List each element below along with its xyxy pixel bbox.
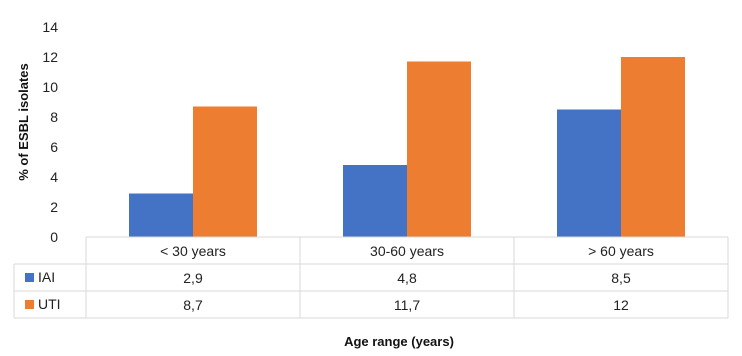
bar-uti-0 (193, 106, 257, 237)
y-axis-label: % of ESBL isolates (16, 63, 31, 181)
y-tick-label: 10 (42, 79, 58, 95)
y-tick-label: 2 (50, 199, 58, 215)
legend-key-iai (25, 273, 34, 282)
category-label: < 30 years (160, 243, 226, 259)
bar-iai-1 (343, 165, 407, 237)
y-tick-label: 0 (50, 229, 58, 245)
legend-label-iai: IAI (38, 269, 55, 285)
table-value: 8,7 (183, 297, 203, 313)
y-tick-label: 8 (50, 109, 58, 125)
y-tick-label: 4 (50, 169, 58, 185)
table-value: 11,7 (394, 297, 420, 313)
bar-iai-0 (129, 193, 193, 237)
table-value: 12 (613, 297, 629, 313)
bar-uti-2 (621, 57, 685, 237)
category-label: 30-60 years (370, 243, 444, 259)
legend-key-uti (25, 300, 34, 309)
table-value: 8,5 (611, 270, 631, 286)
bar-iai-2 (557, 109, 621, 237)
table-value: 4,8 (397, 270, 417, 286)
table-value: 2,9 (183, 270, 203, 286)
y-tick-label: 14 (42, 19, 58, 35)
y-tick-label: 6 (50, 139, 58, 155)
category-label: > 60 years (588, 243, 654, 259)
y-tick-label: 12 (42, 49, 58, 65)
bar-uti-1 (407, 61, 471, 237)
legend-label-uti: UTI (38, 296, 61, 312)
x-axis-label: Age range (years) (344, 334, 454, 349)
